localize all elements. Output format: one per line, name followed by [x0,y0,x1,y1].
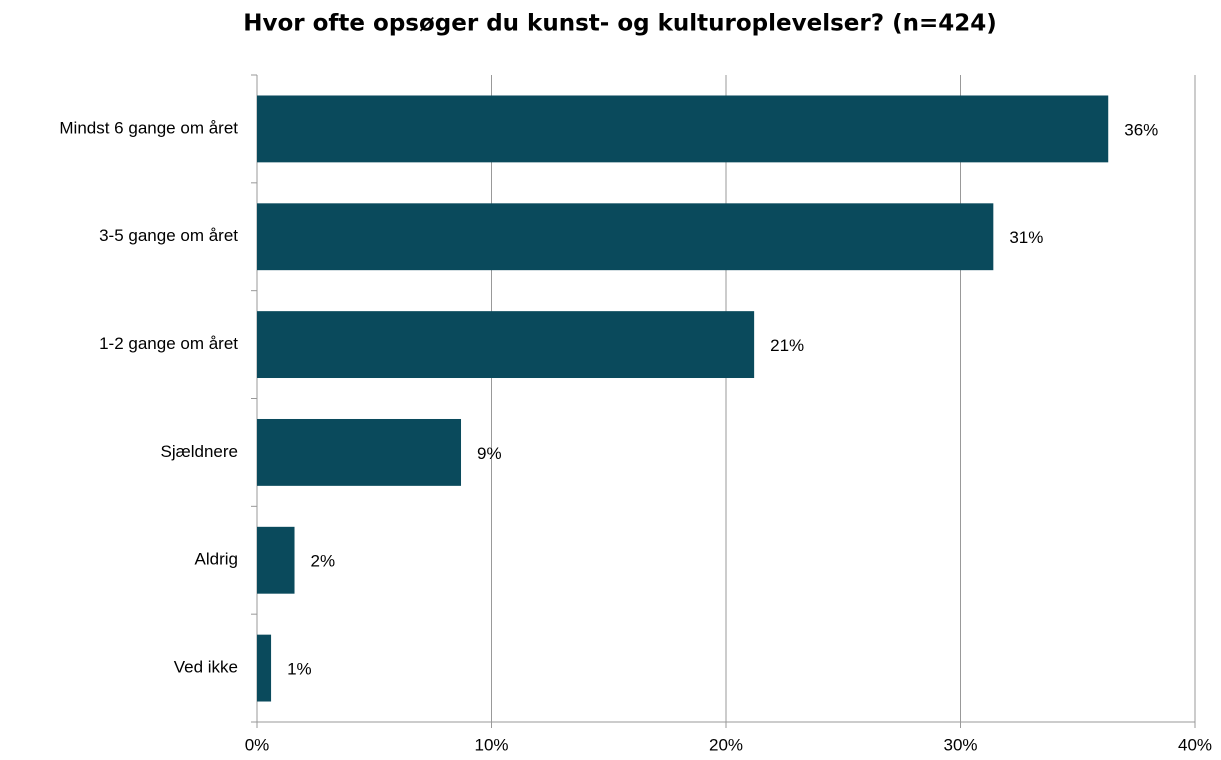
x-tick-label: 20% [709,735,743,754]
y-tick-label: Ved ikke [174,658,238,677]
bar [257,203,994,271]
y-tick-label: Aldrig [195,550,238,569]
y-tick-label: 3-5 gange om året [99,226,238,245]
bar [257,311,755,379]
bar [257,634,272,702]
value-label: 31% [1009,228,1043,247]
value-label: 36% [1124,120,1158,139]
x-tick-label: 10% [474,735,508,754]
bar [257,418,462,486]
bar [257,95,1109,163]
value-label: 1% [287,660,312,679]
x-tick-label: 0% [245,735,270,754]
x-tick-label: 40% [1178,735,1212,754]
y-tick-label: Sjældnere [161,442,239,461]
value-label: 9% [477,444,502,463]
y-tick-label: 1-2 gange om året [99,334,238,353]
value-label: 21% [770,336,804,355]
x-tick-label: 30% [943,735,977,754]
bar [257,526,295,594]
value-label: 2% [311,552,336,571]
chart-title: Hvor ofte opsøger du kunst- og kulturopl… [243,11,997,37]
y-tick-label: Mindst 6 gange om året [59,118,238,137]
